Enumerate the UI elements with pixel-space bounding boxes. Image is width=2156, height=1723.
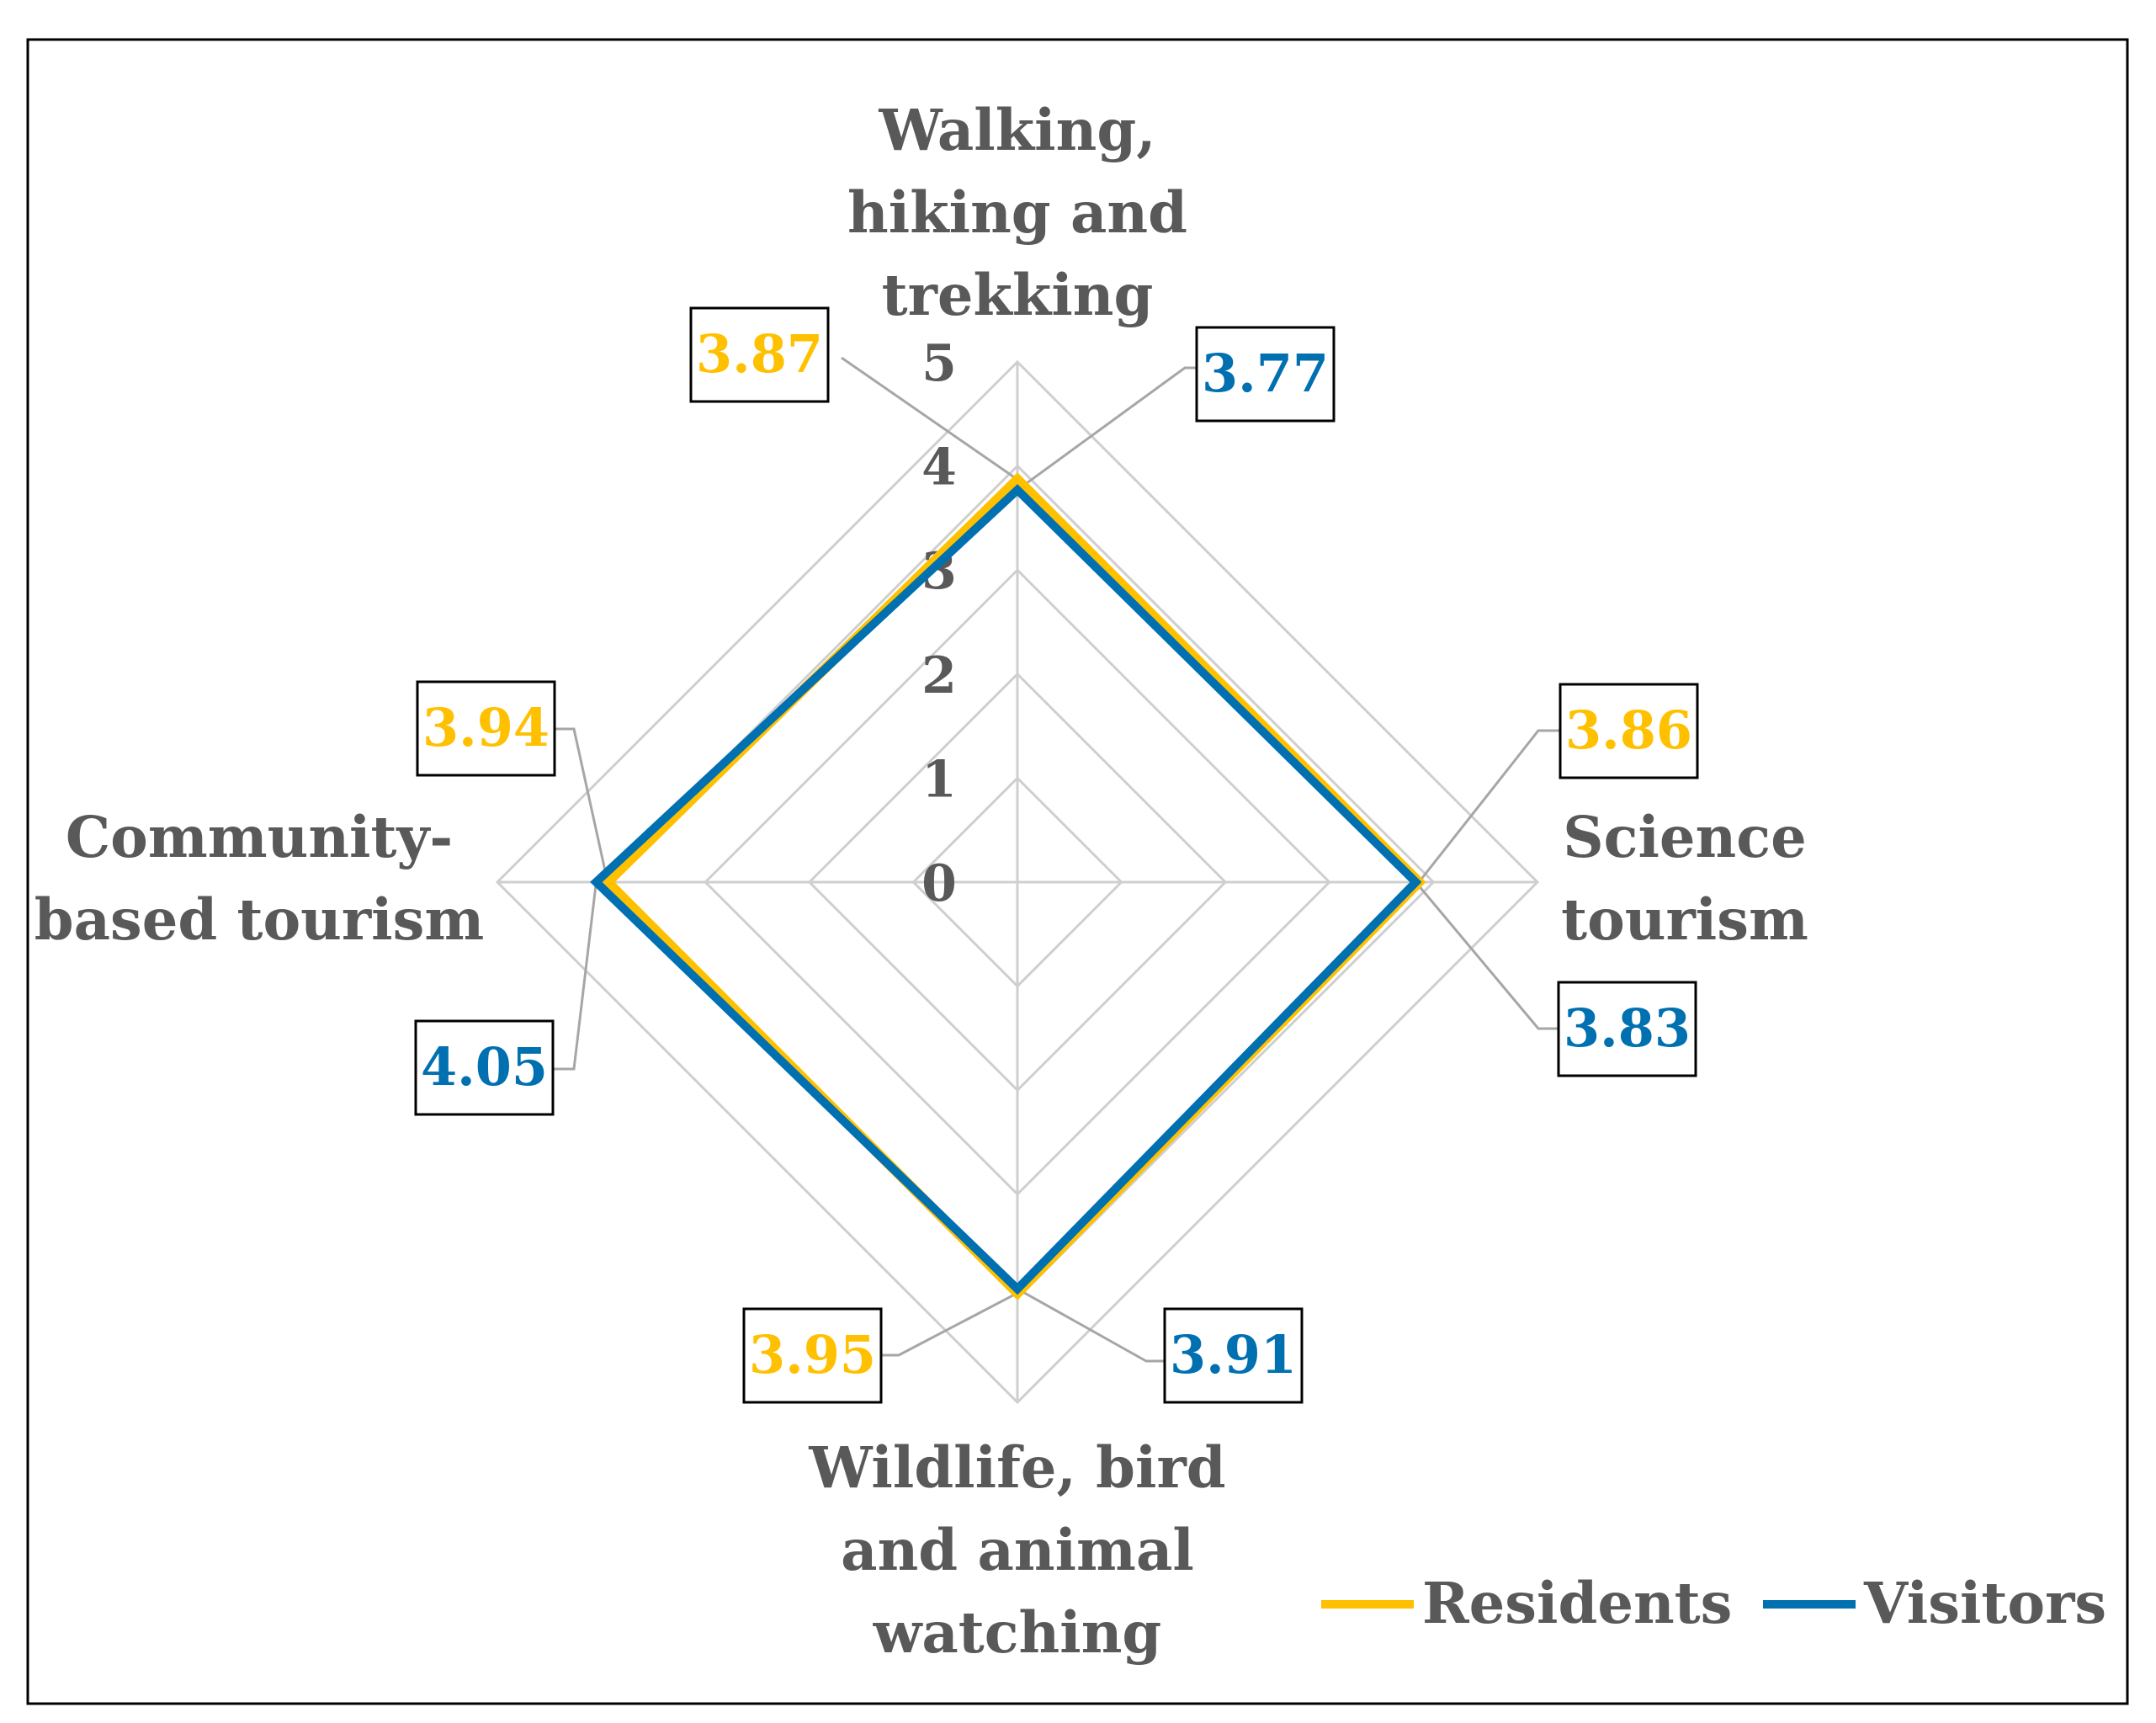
data-label-residents: 3.95 [749, 1324, 876, 1385]
leader-line [1017, 1287, 1165, 1363]
axis-label: Science tourism [1561, 804, 1808, 953]
leader-line [555, 727, 609, 883]
data-label-box [742, 1307, 883, 1404]
axis-label: Wildlife, bird and animal watching [808, 1434, 1225, 1666]
radar-grid [495, 359, 1540, 1405]
series-line-visitors [590, 484, 1422, 1295]
axis-labels: Walking, hiking and trekking Science tourism… [35, 97, 1808, 1666]
axis-label: Walking, hiking and trekking [847, 97, 1187, 328]
data-label-visitors: 3.83 [1564, 997, 1691, 1059]
data-label-box [1559, 683, 1699, 779]
legend: Residents Visitors [1321, 1570, 2106, 1636]
data-label-visitors: 3.77 [1202, 343, 1329, 404]
data-label-box [1195, 326, 1336, 423]
data-label-box [416, 680, 556, 777]
series-polygons [590, 472, 1426, 1300]
data-label-box [1557, 981, 1697, 1077]
legend-label-residents: Residents [1422, 1570, 1732, 1636]
chart-border [26, 38, 2129, 1705]
leader-line [1415, 881, 1559, 1030]
data-label-box [414, 1019, 555, 1116]
axis-label: Community-based tourism [35, 804, 485, 953]
data-label-residents: 3.94 [422, 697, 550, 758]
tick-label: 4 [921, 439, 957, 497]
tick-label: 1 [921, 750, 957, 809]
data-label-visitors: 4.05 [421, 1036, 548, 1098]
leader-line [553, 881, 597, 1071]
data-label-residents: 3.86 [1565, 699, 1692, 761]
data-label-box [1163, 1307, 1304, 1404]
tick-label: 5 [921, 334, 957, 393]
leader-line [1017, 366, 1197, 492]
leader-line [1417, 729, 1560, 883]
leader-line [881, 1291, 1018, 1357]
data-label-visitors: 3.91 [1170, 1324, 1297, 1385]
data-label-box [689, 306, 830, 403]
legend-label-visitors: Visitors [1863, 1570, 2106, 1636]
leader-line [841, 356, 1018, 481]
data-label-residents: 3.87 [696, 323, 823, 385]
data-labels: 3.87 3.86 3.95 3.94 3.77 3.83 3.91 4.05 [414, 306, 1699, 1404]
tick-label: 0 [921, 854, 957, 913]
tick-label: 2 [921, 646, 957, 705]
data-label-leaders [553, 356, 1560, 1363]
